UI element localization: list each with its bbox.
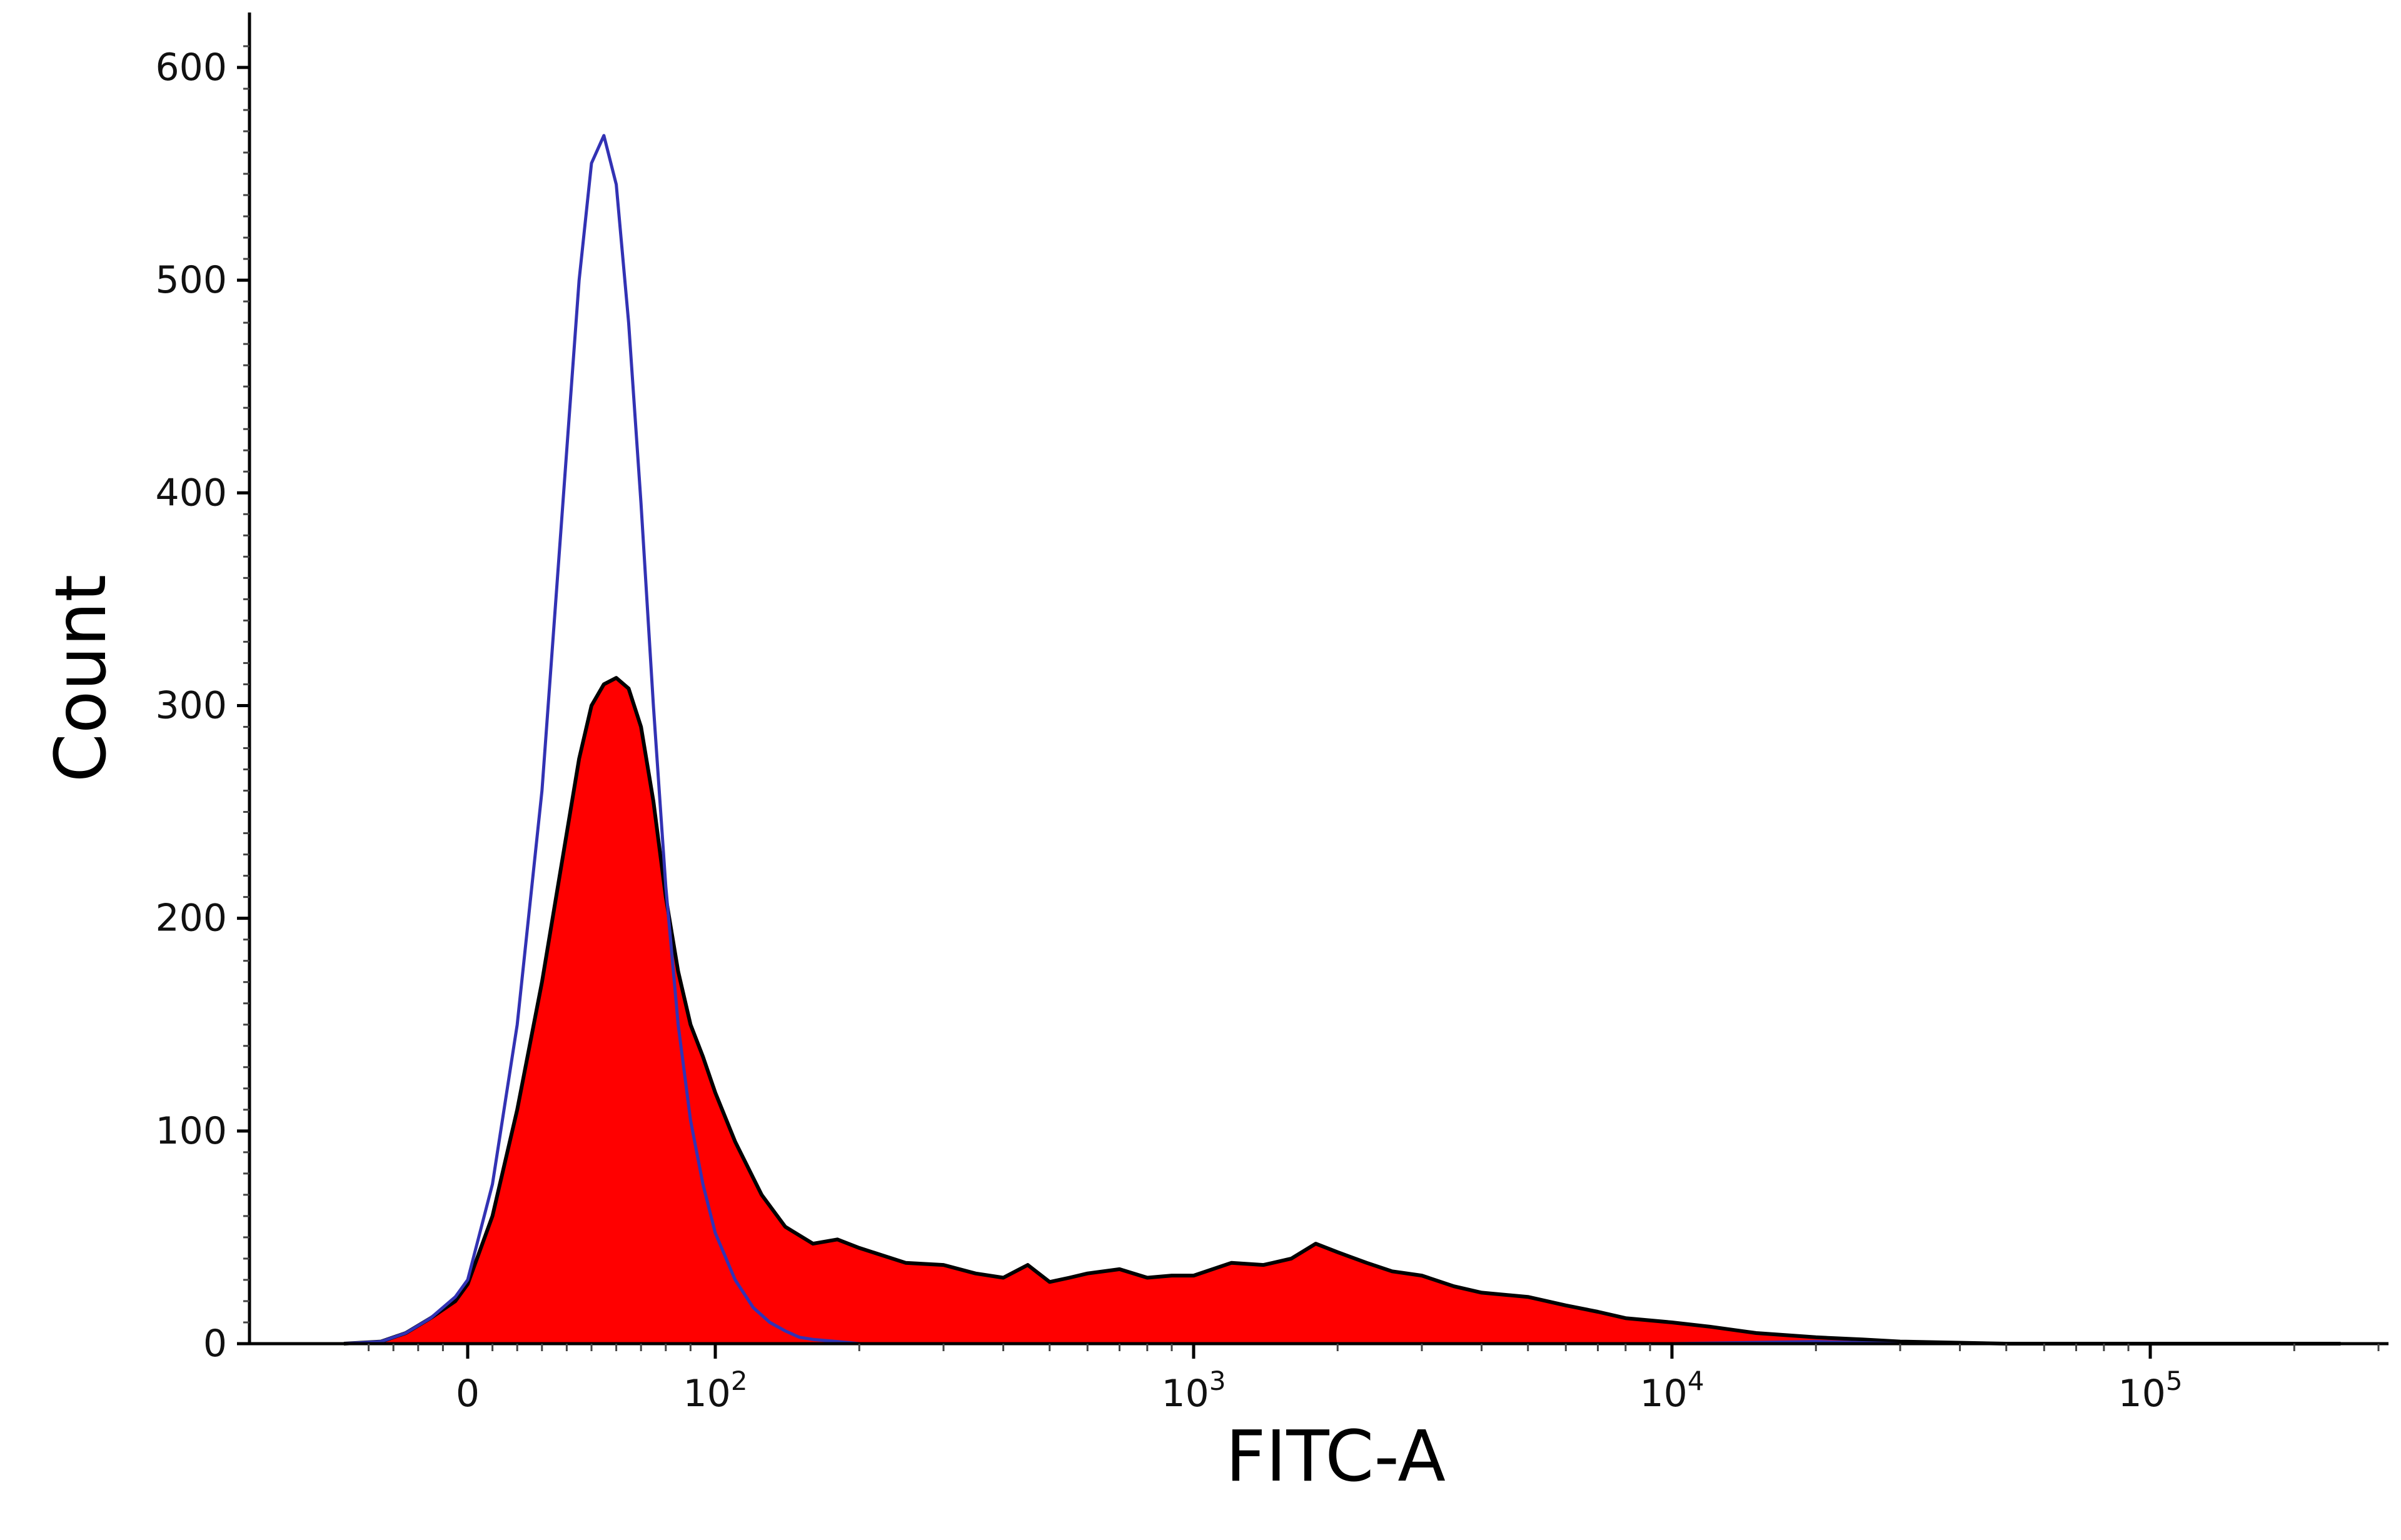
x-tick-exponent: 5: [2166, 1366, 2183, 1396]
y-axis-title: Count: [41, 575, 122, 783]
series-0-outline: [343, 676, 2341, 1346]
x-tick-label: 0: [456, 1372, 480, 1416]
x-tick-base: 10: [683, 1372, 730, 1416]
y-tick-label: 0: [203, 1322, 227, 1366]
y-tick-label: 600: [155, 46, 227, 89]
x-tick-label: 103: [1161, 1366, 1226, 1416]
x-tick-exponent: 4: [1688, 1366, 1704, 1396]
y-tick-label: 100: [155, 1109, 227, 1153]
y-tick-label: 200: [155, 897, 227, 940]
x-axis-title: FITC-A: [1226, 1416, 1446, 1497]
axes-layer: [248, 13, 2388, 1346]
x-tick-exponent: 3: [1209, 1366, 1226, 1396]
x-tick-label: 102: [683, 1366, 747, 1416]
series-layer: [343, 134, 2341, 1346]
x-tick-base: 10: [2118, 1372, 2165, 1416]
x-tick-base: 0: [456, 1372, 480, 1416]
x-tick-label: 104: [1639, 1366, 1704, 1416]
x-tick-exponent: 2: [731, 1366, 748, 1396]
x-tick-base: 10: [1161, 1372, 1209, 1416]
series-0-area: [344, 678, 2341, 1344]
y-tick-label: 300: [155, 683, 227, 727]
x-tick-label: 105: [2118, 1366, 2182, 1416]
y-tick-label: 400: [155, 471, 227, 515]
y-tick-label: 500: [155, 258, 227, 302]
x-tick-base: 10: [1639, 1372, 1687, 1416]
